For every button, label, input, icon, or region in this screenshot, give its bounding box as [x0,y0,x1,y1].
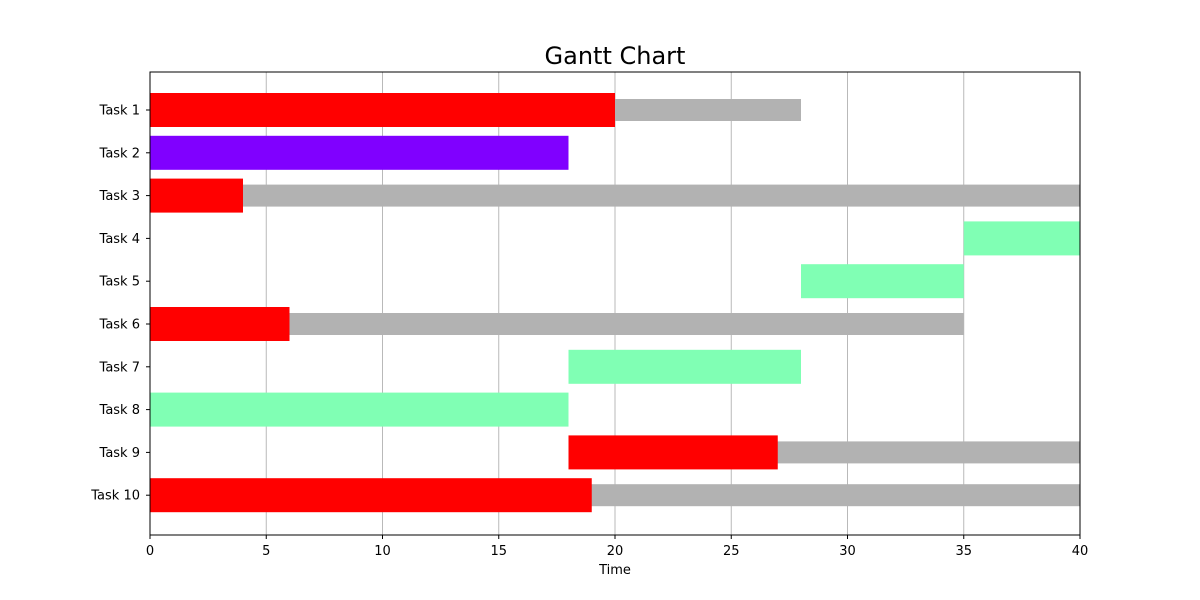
x-tick-label-25: 25 [723,544,740,559]
task-3-progress-bar [150,178,243,213]
task-2-progress-bar [150,135,569,170]
task-6-label: Task 6 [99,318,140,333]
task-4-label: Task 4 [99,232,140,247]
task-9-label: Task 9 [99,446,140,461]
y-axis: Task 1 Task 2 Task 3 Task 4 Task 5 Task 6 Task… [90,104,150,504]
task-6-progress-bar [150,307,290,341]
task-1-progress-bar [150,93,615,127]
x-tick-label-35: 35 [955,544,972,559]
x-tick-label-0: 0 [146,544,154,559]
chart-title: Gantt Chart [545,42,686,70]
task-7-label: Task 7 [99,360,140,375]
x-tick-label-40: 40 [1072,544,1089,559]
task-4-progress-bar [963,221,1080,256]
task-3-label: Task 3 [99,189,140,204]
task-7-progress-bar [568,349,801,384]
x-tick-label-5: 5 [262,544,270,559]
x-tick-label-20: 20 [607,544,624,559]
task-10-label: Task 10 [90,489,140,504]
x-tick-label-10: 10 [374,544,391,559]
x-tick-label-30: 30 [839,544,856,559]
x-axis-label: Time [598,563,631,578]
task-6-duration-bar [150,313,964,335]
task-1-label: Task 1 [99,104,140,119]
task-8-label: Task 8 [99,403,140,418]
task-8-progress-bar [150,392,569,427]
task-5-progress-bar [801,264,964,299]
x-axis: 0 5 10 15 20 25 30 35 40 [146,535,1088,559]
task-3-duration-bar [150,184,1080,207]
task-2-label: Task 2 [99,146,140,161]
task-bars [150,93,1080,513]
task-5-label: Task 5 [99,275,140,290]
task-10-progress-bar [150,478,592,513]
x-tick-label-15: 15 [490,544,507,559]
task-9-progress-bar [568,435,778,470]
